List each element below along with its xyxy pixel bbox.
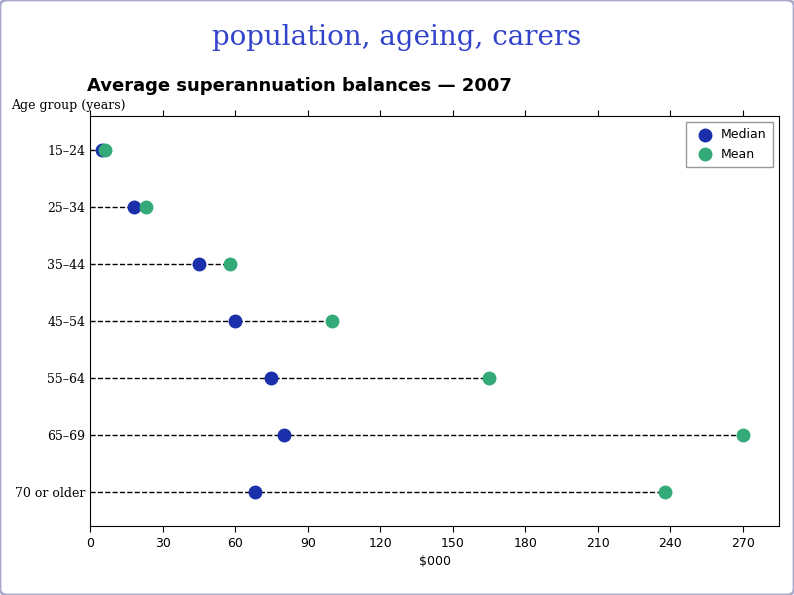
- Mean: [659, 487, 672, 497]
- Mean: [326, 317, 338, 326]
- Median: [249, 487, 261, 497]
- Mean: [483, 373, 495, 383]
- Text: Average superannuation balances — 2007: Average superannuation balances — 2007: [87, 77, 512, 95]
- Mean: [98, 145, 111, 155]
- Median: [265, 373, 278, 383]
- Mean: [224, 259, 237, 269]
- Mean: [736, 430, 749, 440]
- Median: [229, 317, 241, 326]
- Legend: Median, Mean: Median, Mean: [686, 122, 773, 167]
- Median: [96, 145, 109, 155]
- Text: population, ageing, carers: population, ageing, carers: [212, 24, 582, 51]
- Text: Age group (years): Age group (years): [11, 99, 125, 112]
- Mean: [140, 202, 152, 212]
- Median: [277, 430, 290, 440]
- Median: [193, 259, 206, 269]
- X-axis label: $000: $000: [418, 555, 451, 568]
- Median: [127, 202, 140, 212]
